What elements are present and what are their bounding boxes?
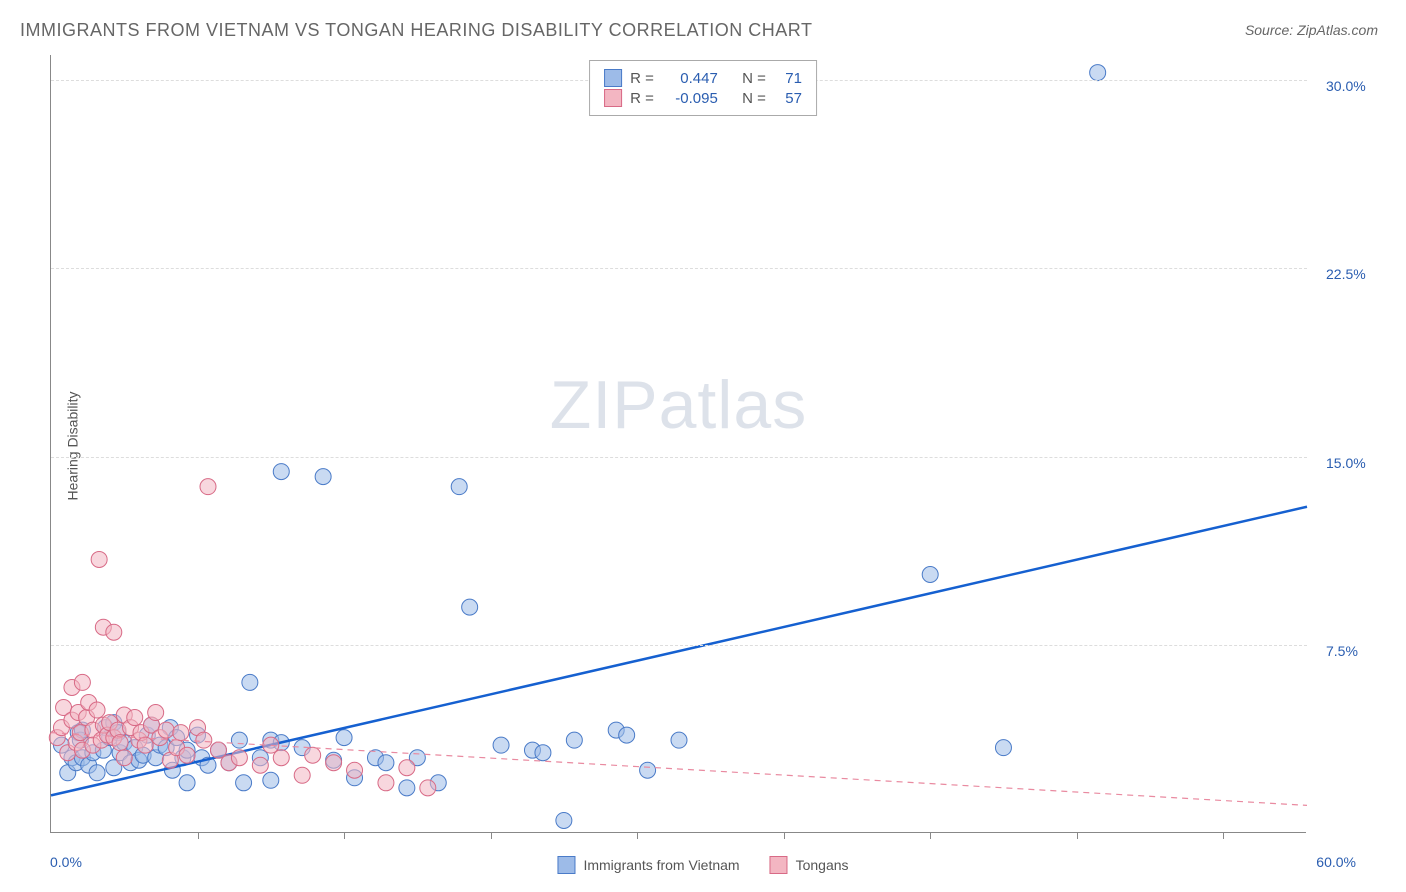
data-point [158, 722, 174, 738]
data-point [315, 469, 331, 485]
stat-box: R =0.447 N =71 R =-0.095 N =57 [589, 60, 817, 116]
data-point [236, 775, 252, 791]
data-point [1090, 65, 1106, 81]
x-min-label: 0.0% [50, 854, 82, 870]
correlation-chart: IMMIGRANTS FROM VIETNAM VS TONGAN HEARIN… [0, 0, 1406, 892]
data-point [378, 755, 394, 771]
series-legend: Immigrants from Vietnam Tongans [557, 856, 848, 874]
data-point [106, 624, 122, 640]
data-point [231, 732, 247, 748]
data-point [74, 674, 90, 690]
chart-title: IMMIGRANTS FROM VIETNAM VS TONGAN HEARIN… [20, 20, 812, 41]
data-point [305, 747, 321, 763]
data-point [137, 737, 153, 753]
data-point [173, 725, 189, 741]
plot-area: ZIPatlas [50, 55, 1306, 833]
data-point [326, 755, 342, 771]
data-point [995, 740, 1011, 756]
data-point [399, 780, 415, 796]
data-point [263, 772, 279, 788]
y-tick-label: 30.0% [1326, 78, 1366, 94]
data-point [200, 479, 216, 495]
x-max-label: 60.0% [1316, 854, 1356, 870]
data-point [242, 674, 258, 690]
data-point [566, 732, 582, 748]
data-point [399, 760, 415, 776]
data-point [196, 732, 212, 748]
legend-item: Tongans [770, 856, 849, 874]
data-point [922, 567, 938, 583]
data-point [89, 765, 105, 781]
data-point [493, 737, 509, 753]
y-tick-label: 15.0% [1326, 455, 1366, 471]
data-point [378, 775, 394, 791]
stat-row: R =0.447 N =71 [604, 69, 802, 87]
stat-row: R =-0.095 N =57 [604, 89, 802, 107]
data-point [91, 551, 107, 567]
data-point [619, 727, 635, 743]
data-point [535, 745, 551, 761]
y-tick-label: 7.5% [1326, 643, 1358, 659]
data-point [671, 732, 687, 748]
data-point [127, 710, 143, 726]
data-point [231, 750, 247, 766]
data-point [294, 767, 310, 783]
legend-item: Immigrants from Vietnam [557, 856, 739, 874]
data-point [336, 730, 352, 746]
data-point [347, 762, 363, 778]
data-point [179, 775, 195, 791]
data-point [116, 750, 132, 766]
data-point [556, 812, 572, 828]
data-point [89, 702, 105, 718]
data-point [462, 599, 478, 615]
data-point [640, 762, 656, 778]
data-point [252, 757, 268, 773]
data-point [179, 747, 195, 763]
source-label: Source: ZipAtlas.com [1245, 22, 1378, 38]
scatter-svg [51, 55, 1307, 833]
data-point [420, 780, 436, 796]
data-point [273, 464, 289, 480]
data-point [451, 479, 467, 495]
y-tick-label: 22.5% [1326, 266, 1366, 282]
data-point [273, 750, 289, 766]
data-point [148, 705, 164, 721]
